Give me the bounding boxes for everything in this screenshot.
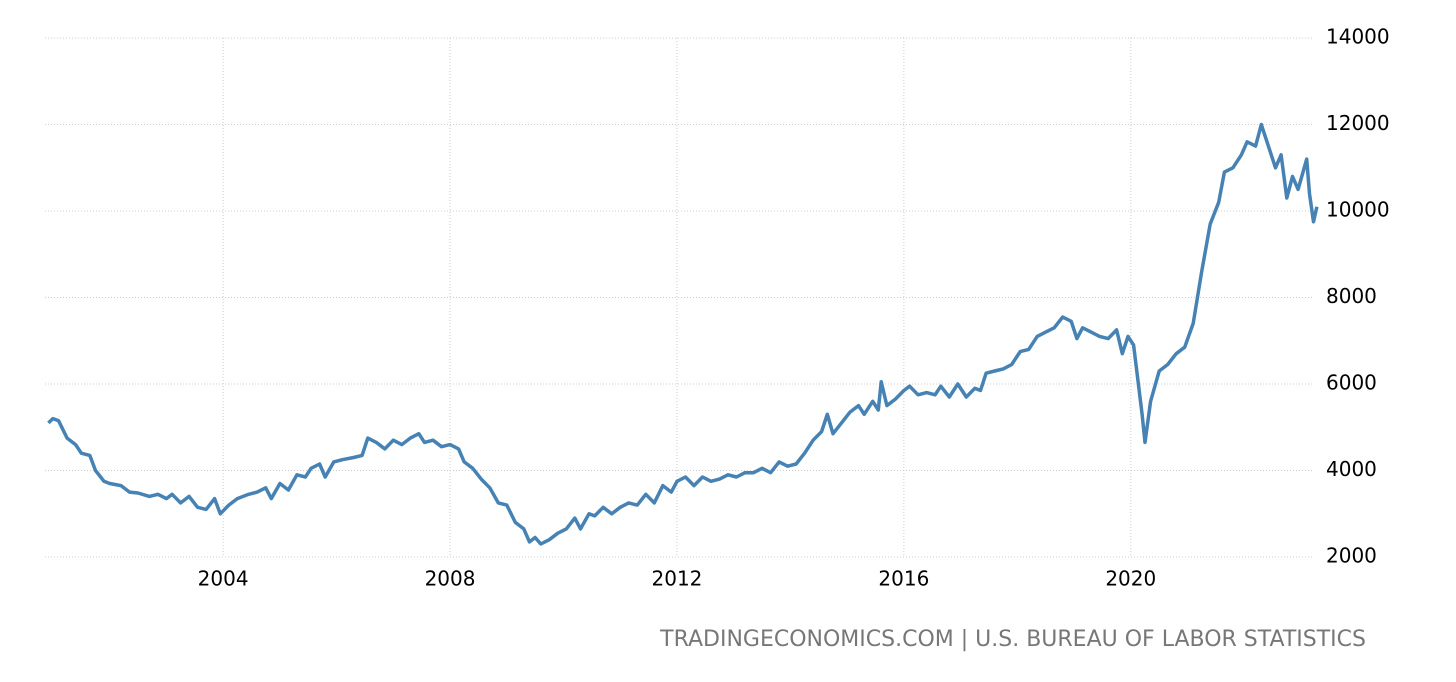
x-tick-label: 2008 bbox=[425, 567, 476, 591]
y-tick-label: 4000 bbox=[1326, 457, 1377, 481]
x-tick-label: 2020 bbox=[1105, 567, 1156, 591]
source: TRADINGECONOMICS.COM | U.S. BUREAU OF LA… bbox=[659, 627, 1366, 652]
data-line bbox=[47, 122, 1319, 546]
y-tick-label: 14000 bbox=[1326, 25, 1390, 49]
y-tick-label: 12000 bbox=[1326, 111, 1390, 135]
y-tick-label: 8000 bbox=[1326, 284, 1377, 308]
y-tick-label: 10000 bbox=[1326, 198, 1390, 222]
x-tick-label: 2004 bbox=[198, 567, 249, 591]
x-tick-label: 2016 bbox=[878, 567, 929, 591]
y-tick-label: 6000 bbox=[1326, 371, 1377, 395]
x-tick-label: 2012 bbox=[652, 567, 703, 591]
y-tick-label: 2000 bbox=[1326, 544, 1377, 568]
